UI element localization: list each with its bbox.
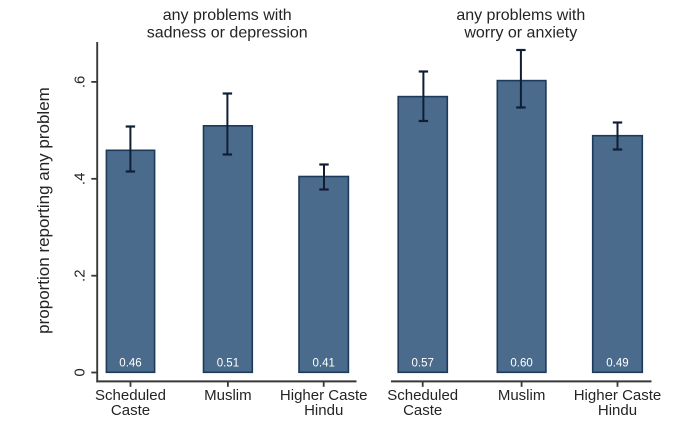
svg-text:Muslim: Muslim [204,387,252,404]
svg-text:any problems with: any problems with [456,7,585,24]
svg-text:Caste: Caste [111,402,150,419]
svg-text:worry or anxiety: worry or anxiety [463,24,577,41]
svg-text:.6: .6 [72,76,89,89]
svg-text:0.46: 0.46 [119,358,141,370]
svg-text:0.41: 0.41 [313,358,335,370]
svg-text:Hindu: Hindu [598,402,637,419]
svg-text:0: 0 [72,368,89,376]
svg-text:Muslim: Muslim [498,387,546,404]
svg-text:any problems with: any problems with [163,7,292,24]
svg-text:Higher Caste: Higher Caste [280,387,368,404]
svg-text:0.60: 0.60 [510,358,532,370]
svg-text:0.51: 0.51 [217,358,239,370]
svg-text:.4: .4 [72,173,89,186]
svg-text:.2: .2 [72,269,89,282]
svg-text:Caste: Caste [403,402,442,419]
svg-text:sadness or depression: sadness or depression [147,24,308,41]
svg-text:Higher Caste: Higher Caste [574,387,662,404]
svg-text:Scheduled: Scheduled [95,387,166,404]
svg-text:Scheduled: Scheduled [387,387,458,404]
svg-text:proportion reporting any probl: proportion reporting any problem [34,87,53,334]
svg-text:Hindu: Hindu [304,402,343,419]
svg-text:0.57: 0.57 [412,358,434,370]
svg-text:0.49: 0.49 [606,358,628,370]
